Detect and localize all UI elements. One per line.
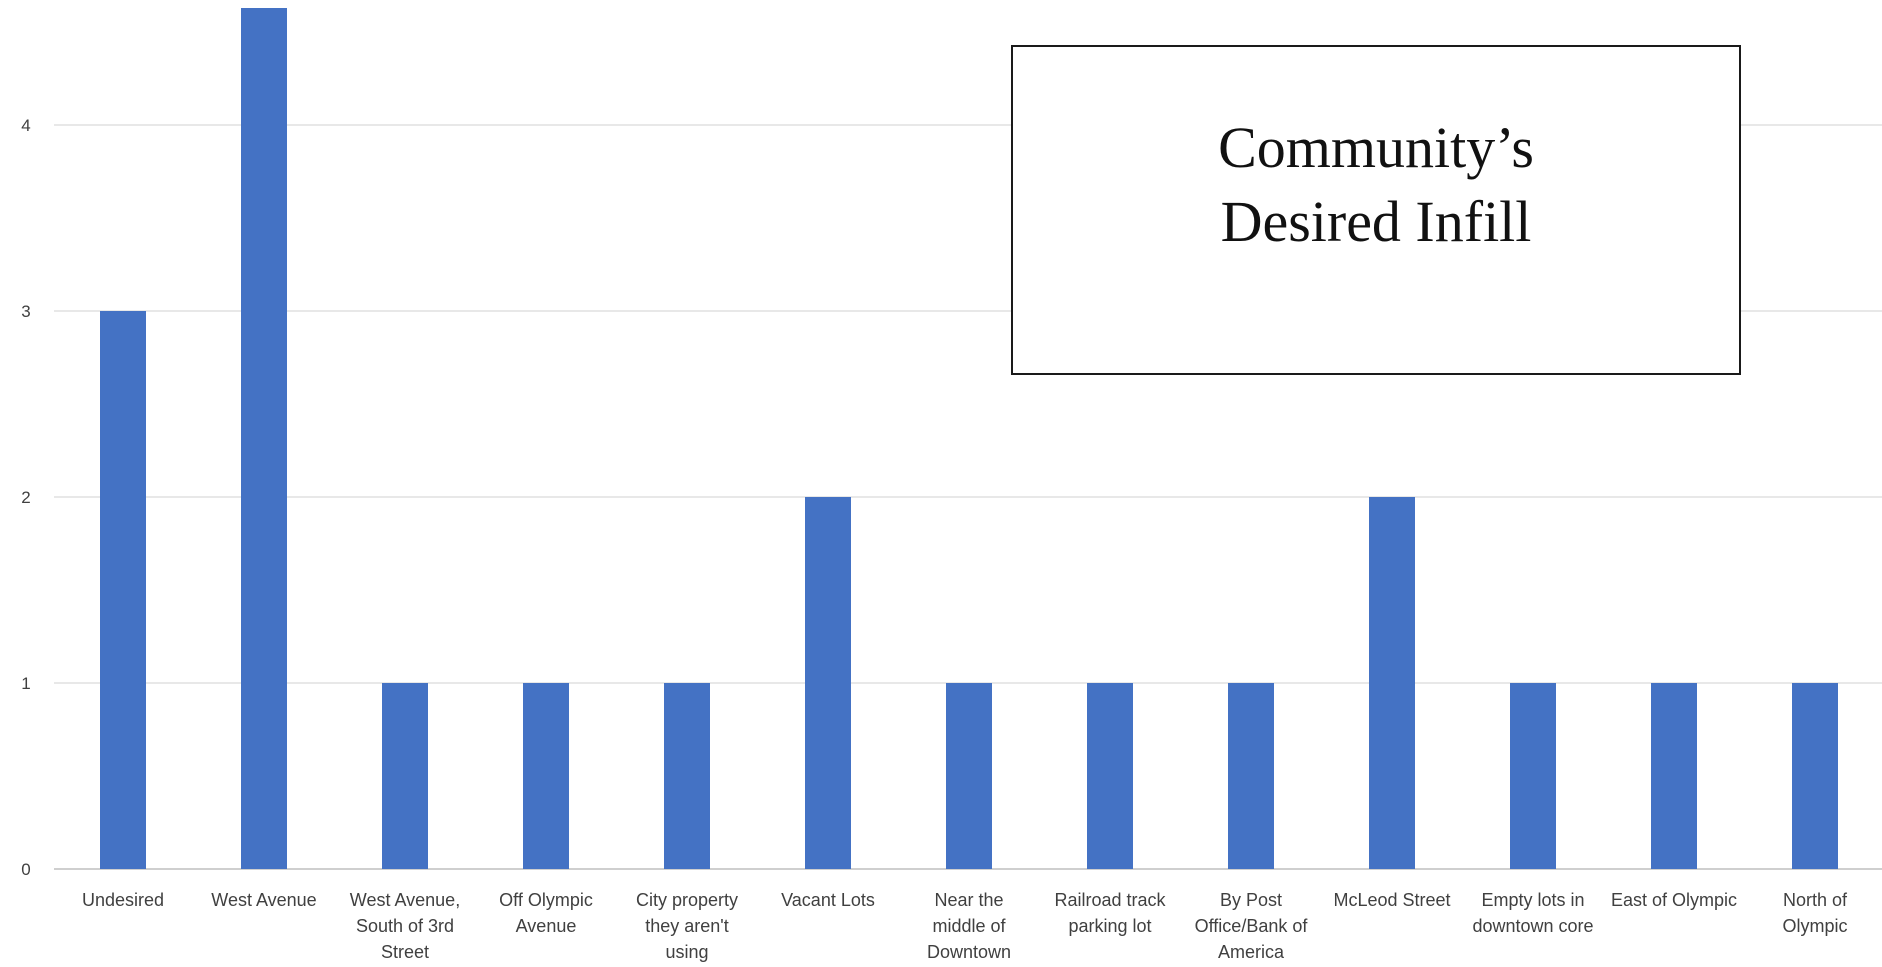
y-axis-tick-labels: 0 1 2 3 4 (21, 116, 30, 879)
category-label: Undesired (82, 890, 164, 910)
category-label: Railroad track parking lot (1054, 890, 1166, 936)
chart-title: Community’s Desired Infill (1218, 111, 1534, 259)
y-tick-label: 0 (21, 860, 30, 879)
category-label: Near the middle of Downtown (927, 890, 1011, 962)
category-label: Off Olympic Avenue (499, 890, 593, 936)
category-label: North of Olympic (1782, 890, 1848, 936)
y-tick-label: 1 (21, 674, 30, 693)
bar (100, 311, 146, 869)
bar (1087, 683, 1133, 869)
bar (946, 683, 992, 869)
bar (382, 683, 428, 869)
chart-title-box: Community’s Desired Infill (1011, 45, 1741, 375)
y-tick-label: 3 (21, 302, 30, 321)
category-label: West Avenue (211, 890, 316, 910)
category-label: City property they aren't using (636, 890, 738, 962)
chart-title-line-1: Community’s (1218, 115, 1534, 180)
chart-title-line-2: Desired Infill (1220, 189, 1532, 254)
bars (100, 8, 1838, 869)
category-label: Empty lots in downtown core (1472, 890, 1593, 936)
y-tick-label: 4 (21, 116, 30, 135)
x-axis-category-labels: Undesired West Avenue West Avenue, South of… (82, 890, 1848, 962)
bar (1510, 683, 1556, 869)
category-label: West Avenue, South of 3rd Street (350, 890, 460, 962)
bar (1228, 683, 1274, 869)
bar (1369, 497, 1415, 869)
bar (1792, 683, 1838, 869)
bar (1651, 683, 1697, 869)
bar (805, 497, 851, 869)
category-label: Vacant Lots (781, 890, 875, 910)
category-label: By Post Office/Bank of America (1195, 890, 1309, 962)
category-label: McLeod Street (1333, 890, 1450, 910)
category-label: East of Olympic (1611, 890, 1737, 910)
y-tick-label: 2 (21, 488, 30, 507)
bar (523, 683, 569, 869)
bar (664, 683, 710, 869)
bar (241, 8, 287, 869)
